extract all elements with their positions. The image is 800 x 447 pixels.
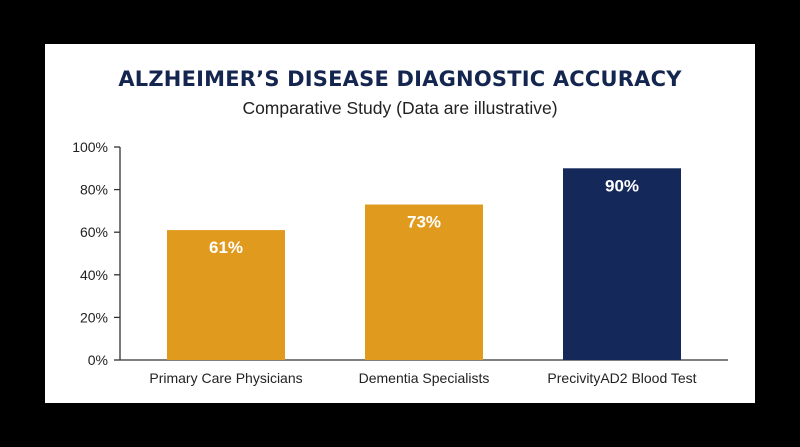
bar-value-label: 73% xyxy=(407,213,441,232)
x-category-label: Primary Care Physicians xyxy=(149,370,302,386)
bar xyxy=(563,168,681,360)
bar-value-label: 61% xyxy=(209,238,243,257)
bar-value-label: 90% xyxy=(605,176,639,195)
chart-labels: 61% Primary Care Physicians 73% Dementia Sp… xyxy=(149,176,696,386)
y-tick-label: 0% xyxy=(88,352,108,368)
x-category-label: Dementia Specialists xyxy=(359,370,490,386)
bar xyxy=(365,204,483,360)
chart-title: ALZHEIMER’S DISEASE DIAGNOSTIC ACCURACY xyxy=(118,67,682,91)
y-tick-label: 20% xyxy=(80,309,108,325)
y-tick-label: 40% xyxy=(80,267,108,283)
chart-subtitle: Comparative Study (Data are illustrative… xyxy=(242,98,558,118)
chart-axes: 0% 20% 40% 60% 80% 100% xyxy=(72,139,728,368)
y-tick-label: 100% xyxy=(72,139,108,155)
chart-bars xyxy=(167,168,681,360)
y-tick-label: 60% xyxy=(80,224,108,240)
y-tick-label: 80% xyxy=(80,182,108,198)
bar xyxy=(167,230,285,360)
x-category-label: PrecivityAD2 Blood Test xyxy=(547,370,696,386)
